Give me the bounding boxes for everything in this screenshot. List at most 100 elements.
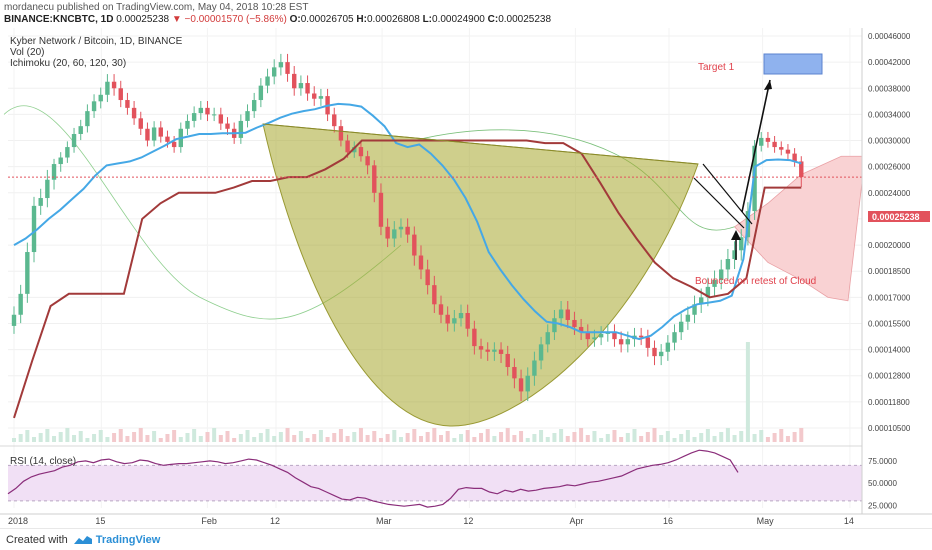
tenkan-sen-line — [13, 102, 802, 341]
volume-bar — [745, 342, 750, 442]
candle-body — [585, 332, 590, 340]
candle-body — [365, 156, 370, 166]
volume-bar — [192, 429, 197, 442]
volume-bar — [752, 434, 757, 442]
volume-bar — [625, 433, 630, 442]
candle-body — [25, 252, 30, 294]
candle-body — [131, 107, 137, 119]
volume-bar — [565, 436, 570, 442]
candle-body — [739, 237, 744, 251]
y-tick-label: 0.00038000 — [868, 84, 911, 93]
volume-bar — [799, 428, 804, 442]
candle-body — [358, 147, 364, 157]
candle-body — [799, 161, 804, 178]
x-tick-label: 12 — [270, 516, 280, 526]
symbol-label: BINANCE:KNCBTC, 1D — [4, 14, 114, 25]
volume-bar — [719, 432, 724, 442]
open-label: O: — [289, 14, 301, 25]
volume-bar — [292, 435, 297, 442]
high-value: 0.00026808 — [366, 14, 420, 25]
tradingview-brand[interactable]: TradingView — [95, 533, 161, 546]
volume-bar — [572, 432, 577, 442]
volume-bar — [332, 433, 337, 442]
y-tick-label: 0.00046000 — [868, 32, 911, 41]
candle-body — [305, 83, 310, 94]
price-chart-svg[interactable]: 75.0000 50.0000 25.0000 0.00046000 0.000420… — [0, 28, 932, 530]
volume-bar — [392, 430, 397, 442]
candle-body — [625, 339, 631, 345]
volume-bar — [38, 433, 43, 442]
volume-bar — [619, 437, 624, 442]
volume-bar — [505, 428, 510, 442]
volume-bar — [185, 433, 190, 442]
volume-bar — [205, 432, 210, 442]
candle-body — [472, 328, 477, 347]
chart-area[interactable]: 75.0000 50.0000 25.0000 0.00046000 0.000420… — [0, 28, 932, 530]
candle-body — [258, 85, 264, 101]
y-tick-label: 0.00015500 — [868, 319, 911, 328]
volume-bar — [532, 434, 537, 442]
candle-body — [638, 335, 644, 338]
volume-bar — [652, 428, 657, 442]
x-tick-label: Feb — [201, 516, 217, 526]
volume-bar — [425, 432, 430, 442]
volume-bar — [12, 438, 16, 442]
candle-body — [385, 226, 390, 239]
volume-bar — [479, 433, 484, 442]
volume-bar — [112, 433, 117, 442]
candle-body — [171, 141, 177, 148]
volume-bar — [439, 435, 443, 442]
candle-body — [65, 147, 70, 158]
candle-body — [779, 147, 784, 150]
volume-bar — [252, 437, 257, 442]
candle-body — [91, 101, 97, 112]
y-tick-label: 0.00010500 — [868, 424, 911, 433]
volume-bar — [739, 431, 744, 442]
target-arrowhead — [764, 80, 772, 90]
candle-body — [85, 111, 90, 127]
candle-body — [532, 360, 537, 376]
volume-bar — [238, 434, 243, 442]
volume-bar — [765, 437, 770, 442]
candle-body — [18, 293, 23, 315]
volume-bar — [592, 431, 597, 442]
open-value: 0.00026705 — [300, 14, 354, 25]
candle-body — [705, 286, 711, 298]
volume-legend: Vol (20) — [10, 47, 44, 58]
volume-bar — [98, 430, 103, 442]
candle-body — [612, 332, 617, 340]
candle-body — [665, 342, 671, 352]
created-with-label: Created with — [6, 533, 68, 546]
y-tick-label: 0.00017000 — [868, 293, 911, 302]
candle-body — [538, 344, 544, 361]
candle-body — [238, 120, 244, 138]
last-price: 0.00025238 — [116, 14, 170, 25]
candle-body — [158, 127, 163, 137]
chart-title: Kyber Network / Bitcoin, 1D, BINANCE — [10, 36, 183, 47]
candle-body — [318, 96, 324, 99]
rsi-legend: RSI (14, close) — [10, 456, 76, 467]
volume-bar — [225, 431, 230, 442]
candle-body — [251, 100, 257, 112]
candle-body — [652, 347, 657, 357]
x-tick-label: 15 — [95, 516, 105, 526]
volume-bar — [465, 430, 470, 442]
candle-body — [658, 351, 664, 357]
volume-bar — [645, 432, 650, 442]
volume-bar — [65, 428, 70, 442]
target-box — [763, 53, 823, 75]
candle-body — [765, 137, 771, 142]
candle-body — [71, 134, 77, 148]
candle-body — [492, 349, 497, 352]
volume-bar — [632, 429, 637, 442]
volume-bar — [198, 436, 203, 442]
volume-bar — [365, 435, 370, 442]
y-tick-label: 0.00024000 — [868, 189, 911, 198]
candle-body — [38, 198, 43, 206]
footer: Created with TradingView — [0, 528, 932, 550]
volume-bar — [338, 429, 343, 442]
volume-bar — [559, 429, 564, 442]
volume-bar — [418, 436, 423, 442]
y-tick-label: 0.00030000 — [868, 137, 911, 146]
volume-bar — [672, 438, 677, 442]
